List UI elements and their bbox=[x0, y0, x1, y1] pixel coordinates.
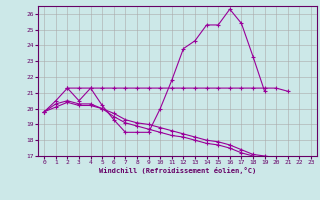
X-axis label: Windchill (Refroidissement éolien,°C): Windchill (Refroidissement éolien,°C) bbox=[99, 167, 256, 174]
